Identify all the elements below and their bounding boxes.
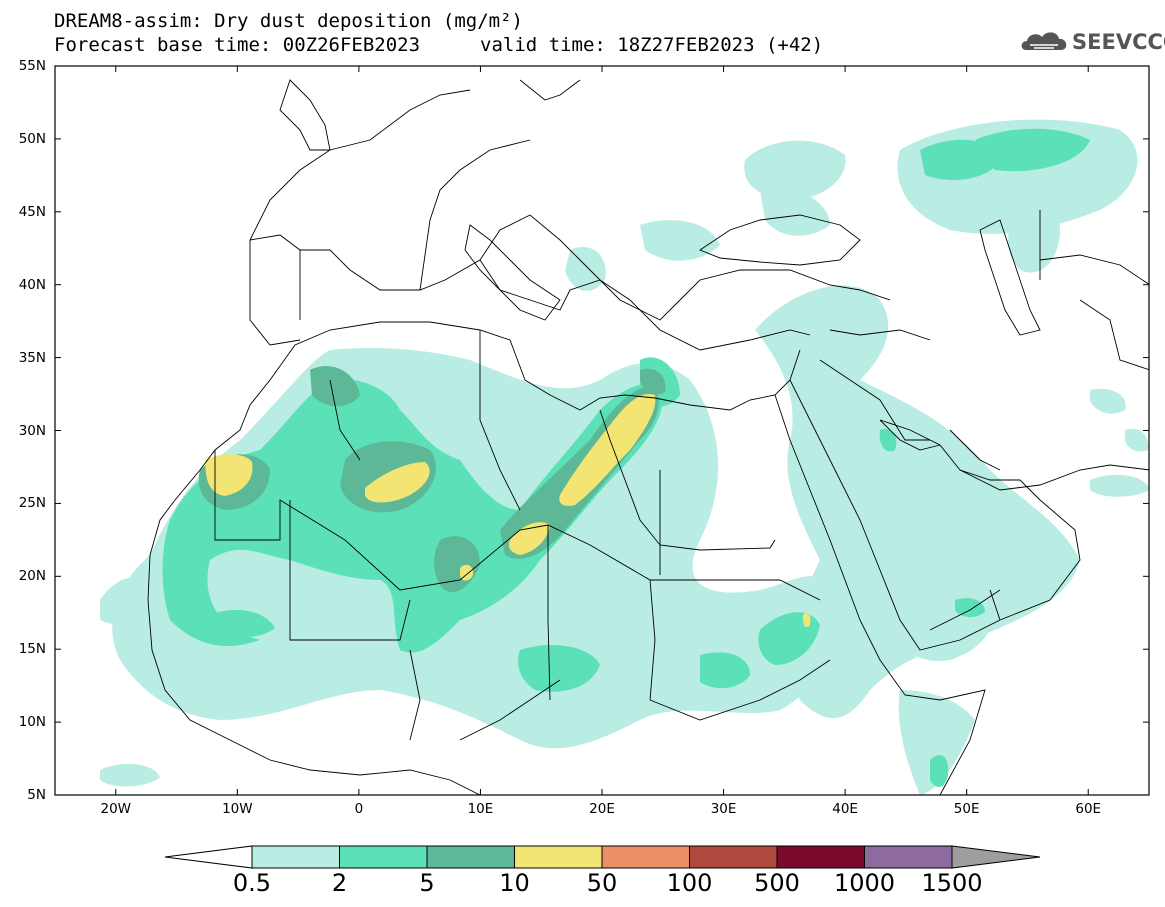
lon-label: 40E: [832, 801, 858, 817]
lat-label: 55N: [18, 58, 46, 74]
colorbar-box: [514, 845, 603, 869]
lat-label: 5N: [27, 787, 46, 803]
lat-label: 15N: [18, 641, 46, 658]
colorbar-label: 1500: [921, 869, 983, 897]
colorbar-label: 500: [754, 869, 800, 897]
lat-label: 20N: [18, 568, 46, 585]
lon-label: 20W: [100, 801, 132, 817]
lat-label: 10N: [18, 714, 46, 731]
colorbar-underflow-triangle: [164, 845, 253, 869]
lon-label: 10W: [222, 801, 253, 817]
lon-label: 10E: [467, 801, 494, 817]
map-title: DREAM8-assim: Dry dust deposition (mg/m²…: [54, 10, 523, 32]
lat-label: 40N: [18, 276, 46, 293]
lat-label: 45N: [18, 203, 46, 220]
colorbar-label: 50: [586, 869, 618, 897]
lon-label: 0: [354, 801, 364, 817]
lon-label: 60E: [1075, 801, 1102, 817]
lat-label: 25N: [18, 495, 46, 512]
colorbar-box: [689, 845, 778, 869]
colorbar-label: 10: [499, 869, 530, 897]
cloud-icon: [1021, 32, 1067, 50]
lon-label: 50E: [953, 801, 980, 817]
colorbar-box: [601, 845, 690, 869]
colorbar-label: 0.5: [232, 869, 272, 897]
logo-text: SEEVCCC: [1072, 30, 1165, 54]
colorbar-label: 1000: [833, 869, 896, 897]
colorbar-box: [426, 845, 515, 869]
colorbar-label: 5: [419, 869, 435, 897]
colorbar-label: 100: [666, 869, 713, 897]
lon-label: 20E: [589, 801, 615, 817]
coastlines-borders: [147, 79, 1149, 795]
colorbar-boxes: [251, 845, 953, 869]
colorbar-box: [864, 845, 953, 869]
colorbar: [164, 845, 1041, 869]
lat-label: 35N: [18, 349, 46, 366]
valid-time: valid time: 18Z27FEB2023 (+42): [480, 34, 824, 56]
axis-ticks: [55, 65, 1149, 796]
lon-label: 30E: [710, 801, 737, 817]
colorbar-overflow-triangle: [951, 845, 1041, 869]
lat-label: 50N: [18, 130, 46, 147]
colorbar-box: [776, 845, 865, 869]
dust-field-level-2: [162, 128, 1090, 787]
colorbar-box: [339, 845, 428, 869]
lat-label: 30N: [18, 422, 46, 439]
colorbar-box: [251, 845, 340, 869]
seevccc-logo: SEEVCCC: [1018, 26, 1165, 58]
colorbar-label: 2: [331, 869, 348, 897]
forecast-base-time: Forecast base time: 00Z26FEB2023: [54, 34, 421, 56]
